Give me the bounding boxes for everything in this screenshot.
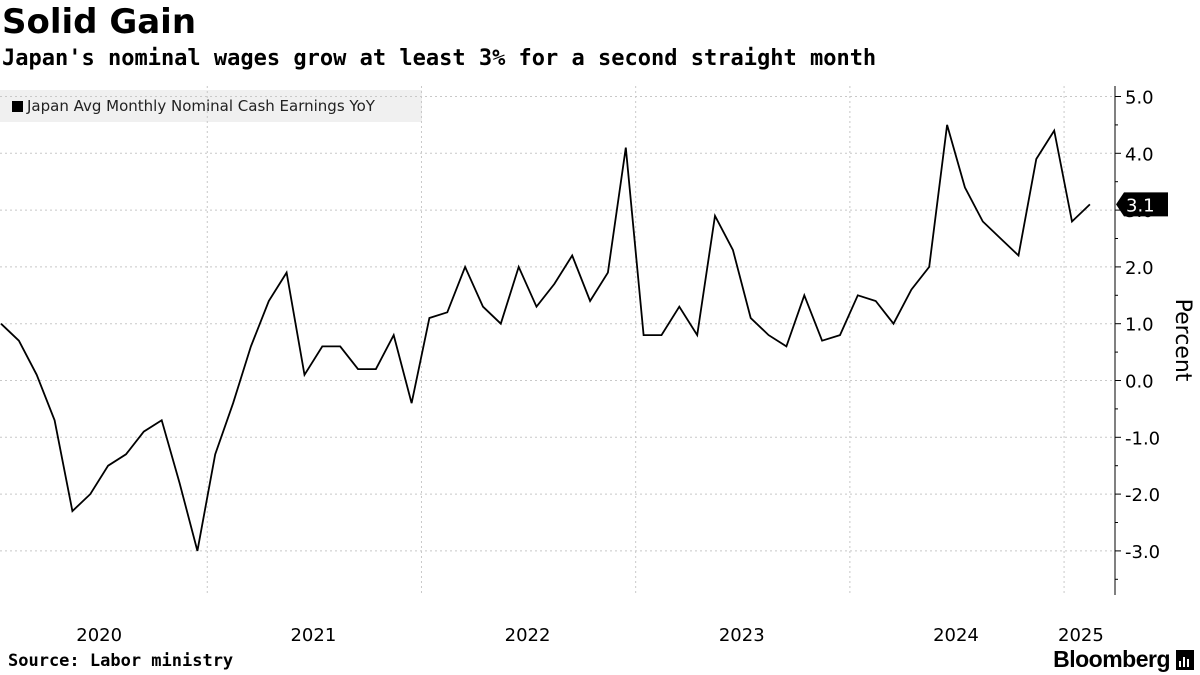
last-value-badge — [1116, 192, 1168, 217]
legend-label: Japan Avg Monthly Nominal Cash Earnings … — [27, 97, 375, 115]
x-tick-label: 2020 — [76, 625, 122, 646]
legend-swatch — [12, 100, 23, 112]
y-tick-label: 4.0 — [1125, 144, 1154, 165]
y-tick-label: -2.0 — [1125, 485, 1160, 506]
chart-title: Solid Gain — [2, 2, 197, 42]
x-tick-label: 2025 — [1058, 625, 1104, 646]
x-tick-label: 2022 — [505, 625, 551, 646]
legend: Japan Avg Monthly Nominal Cash Earnings … — [0, 90, 422, 122]
x-tick-label: 2021 — [290, 625, 336, 646]
brand-logo: Bloomberg — [1053, 646, 1194, 673]
y-tick-label: 0.0 — [1125, 372, 1154, 393]
y-tick-label: 1.0 — [1125, 315, 1154, 336]
bloomberg-terminal-icon — [1176, 649, 1194, 670]
brand-name: Bloomberg — [1053, 646, 1170, 672]
y-tick-label: 5.0 — [1125, 88, 1154, 109]
x-tick-label: 2024 — [933, 625, 979, 646]
x-tick-label: 2023 — [719, 625, 765, 646]
y-tick-label: -3.0 — [1125, 542, 1160, 563]
source-note: Source: Labor ministry — [8, 651, 234, 671]
y-tick-label: -1.0 — [1125, 428, 1160, 449]
last-value-label: 3.1 — [1126, 195, 1155, 216]
y-tick-label: 2.0 — [1125, 258, 1154, 279]
series-line — [0, 124, 1091, 552]
y-axis-title: Percent — [1170, 299, 1195, 382]
chart-subtitle: Japan's nominal wages grow at least 3% f… — [2, 46, 877, 71]
